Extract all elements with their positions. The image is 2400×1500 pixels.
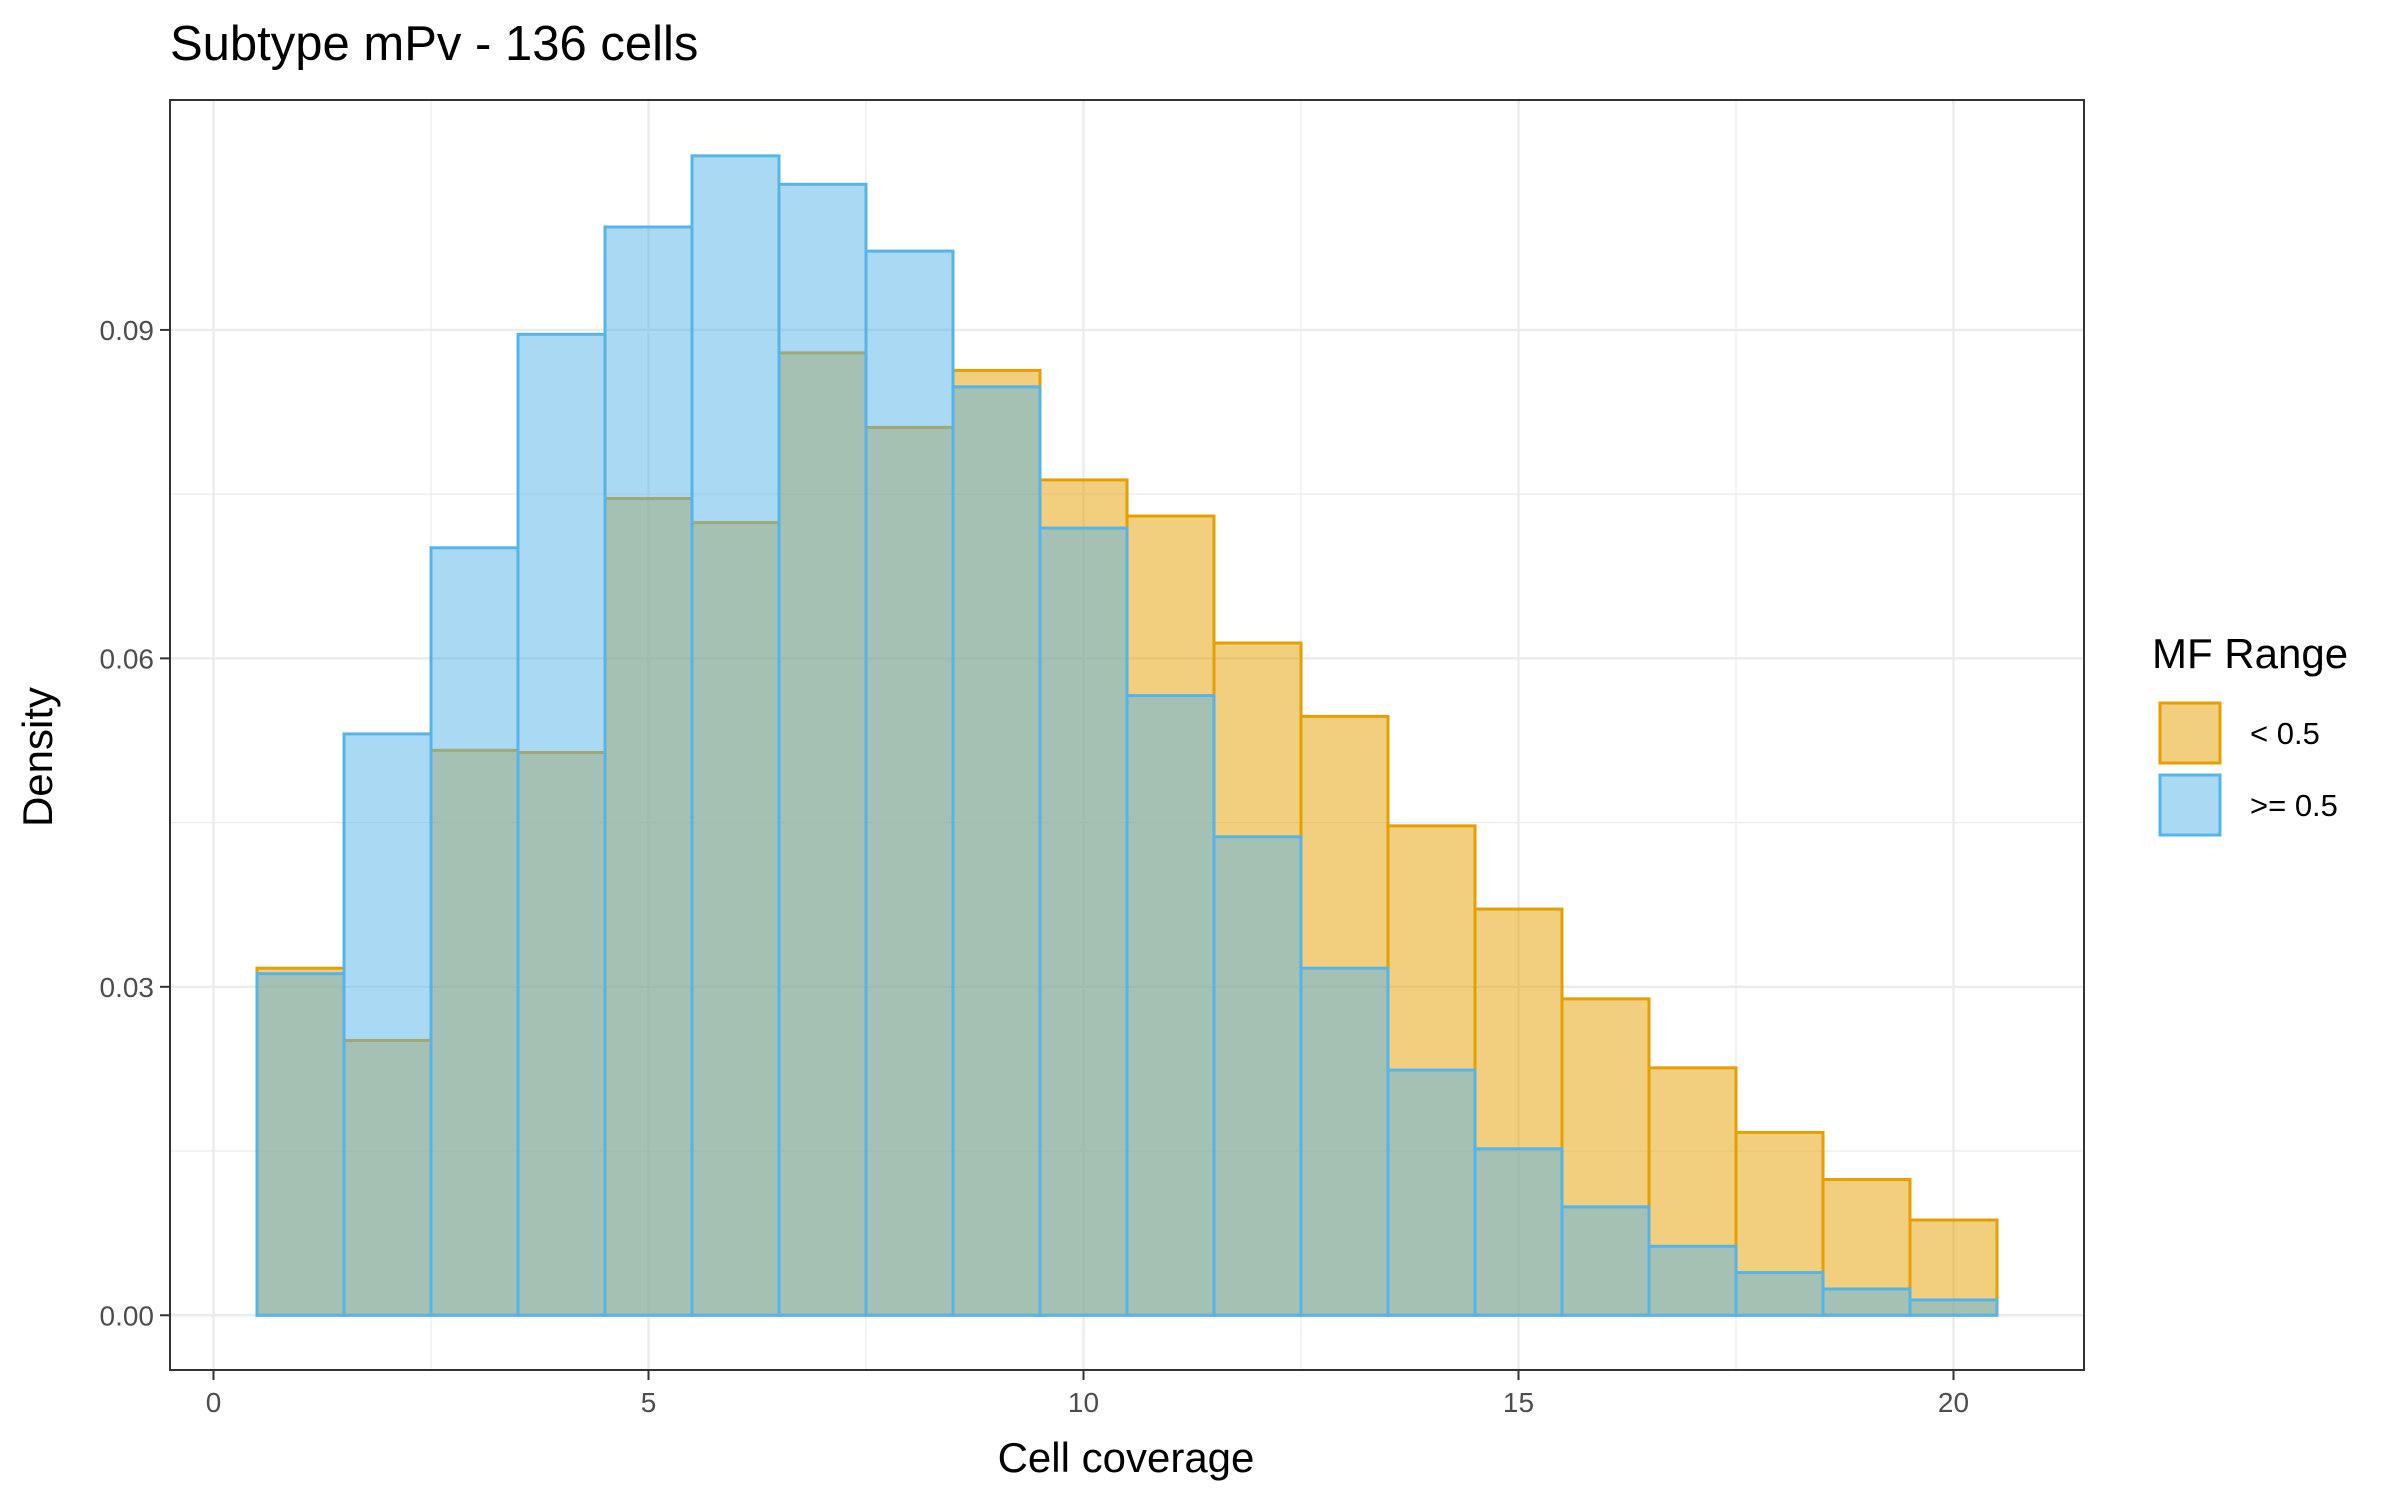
y-tick-label: 0.06 — [100, 643, 155, 674]
bar-series-2 — [1038, 526, 1129, 1317]
bar-series-2 — [777, 182, 868, 1317]
y-tick-label: 0.03 — [100, 972, 155, 1003]
legend-title: MF Range — [2152, 630, 2348, 677]
legend-entry-label: >= 0.5 — [2250, 788, 2338, 823]
legend: MF Range < 0.5 >= 0.5 — [2152, 630, 2348, 838]
x-axis-title: Cell coverage — [998, 1434, 1255, 1481]
y-tick-label: 0.00 — [100, 1300, 155, 1331]
bar-series-2 — [1473, 1147, 1564, 1317]
bar-series-2 — [429, 546, 520, 1317]
y-tick-label: 0.09 — [100, 315, 155, 346]
x-tick-label: 20 — [1938, 1387, 1969, 1418]
chart-title: Subtype mPv - 136 cells — [170, 17, 698, 71]
bar-series-2 — [1908, 1298, 1999, 1317]
bar-series-2 — [1821, 1287, 1912, 1317]
bar-series-2 — [1734, 1271, 1825, 1317]
bar-series-2 — [1299, 966, 1390, 1317]
y-axis-title: Density — [14, 687, 61, 827]
bar-series-2 — [690, 154, 781, 1317]
bars — [255, 154, 1999, 1317]
x-tick-label: 15 — [1503, 1387, 1534, 1418]
bar-series-2 — [1560, 1205, 1651, 1317]
bar-series-2 — [951, 385, 1042, 1317]
bar-series-2 — [342, 732, 433, 1317]
bar-series-2 — [1212, 835, 1303, 1317]
axes: 0 5 10 15 20 0.00 0.03 0.06 0.09 — [100, 315, 1970, 1418]
panel-border — [169, 99, 2085, 1371]
bar-series-2 — [516, 332, 607, 1317]
x-tick-label: 5 — [641, 1387, 657, 1418]
x-tick-label: 10 — [1068, 1387, 1099, 1418]
bar-series-2 — [1125, 694, 1216, 1317]
bar-series-2 — [1386, 1068, 1477, 1317]
x-tick-label: 0 — [206, 1387, 222, 1418]
legend-key-swatch — [2158, 701, 2222, 765]
legend-entry-label: < 0.5 — [2250, 716, 2320, 751]
bar-series-2 — [1647, 1244, 1738, 1317]
bar-series-2 — [255, 972, 346, 1317]
legend-key-swatch — [2158, 773, 2222, 837]
bar-series-2 — [603, 225, 694, 1317]
bar-series-2 — [864, 249, 955, 1317]
